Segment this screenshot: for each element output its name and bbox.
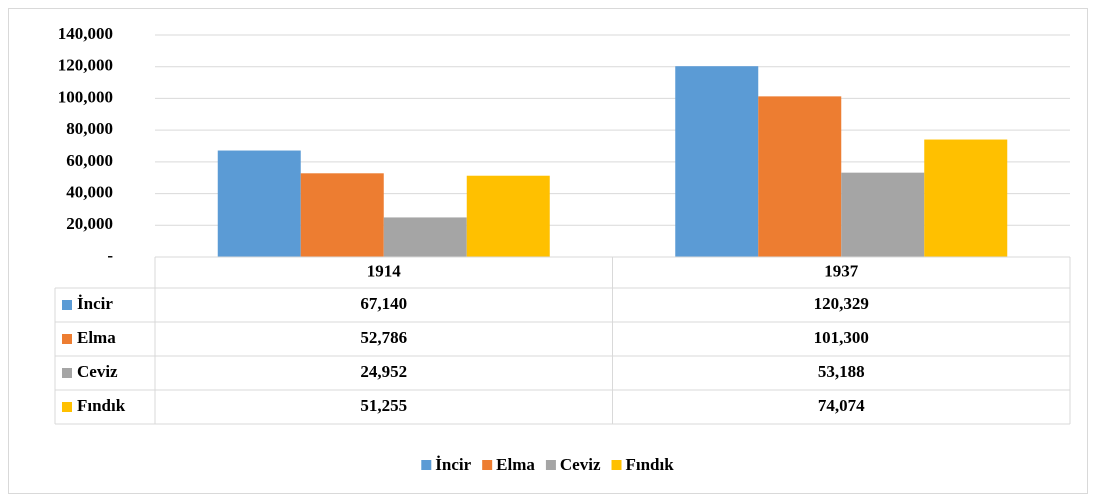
legend-label: İncir [435, 455, 471, 474]
bar [466, 175, 550, 257]
table-value: 53,188 [818, 362, 865, 381]
legend-key [545, 460, 556, 470]
legend-label: Elma [496, 455, 535, 474]
legend-label: Ceviz [560, 455, 601, 474]
table-row-label: Ceviz [77, 362, 118, 381]
legend-key [421, 460, 432, 470]
legend-key [482, 460, 493, 470]
y-tick-label: 140,000 [58, 24, 113, 43]
table-legend-key [62, 334, 72, 344]
table-value: 51,255 [360, 396, 407, 415]
y-tick-label: 80,000 [66, 119, 113, 138]
bar [924, 139, 1008, 257]
y-tick-label: 60,000 [66, 151, 113, 170]
bar [841, 172, 925, 257]
y-tick-label: 120,000 [58, 56, 113, 75]
table-value: 24,952 [360, 362, 407, 381]
table-value: 120,329 [814, 294, 869, 313]
legend-key [611, 460, 622, 470]
y-tick-label: 20,000 [66, 214, 113, 233]
y-tick-label: 100,000 [58, 87, 113, 106]
x-tick-label: 1937 [824, 261, 859, 280]
bar [758, 96, 842, 257]
bar [300, 173, 384, 257]
table-row-label: İncir [77, 294, 113, 313]
bar [675, 66, 759, 257]
legend-label: Fındık [626, 455, 675, 474]
y-tick-label: - [107, 246, 113, 265]
table-legend-key [62, 368, 72, 378]
table-row-label: Fındık [77, 396, 126, 415]
table-row-label: Elma [77, 328, 116, 347]
y-tick-label: 40,000 [66, 182, 113, 201]
bar [383, 217, 467, 257]
table-value: 101,300 [814, 328, 869, 347]
table-value: 67,140 [360, 294, 407, 313]
table-legend-key [62, 300, 72, 310]
bar [217, 150, 301, 257]
table-value: 74,074 [818, 396, 865, 415]
table-legend-key [62, 402, 72, 412]
table-value: 52,786 [360, 328, 407, 347]
x-tick-label: 1914 [367, 261, 402, 280]
